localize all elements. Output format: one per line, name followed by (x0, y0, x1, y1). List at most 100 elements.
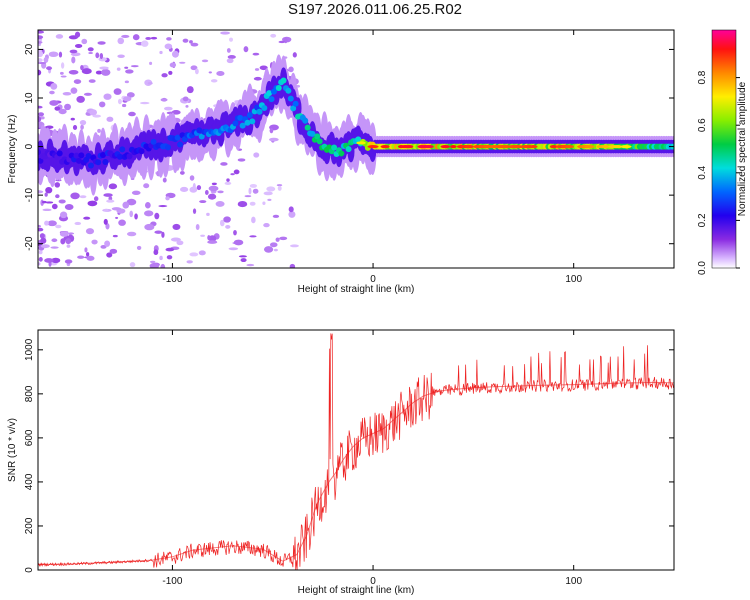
ridge-core (232, 120, 239, 127)
spectrogram-frame (37, 29, 675, 269)
colorbar-tick-label: 0.2 (697, 213, 708, 227)
snr-x-tick-label: -100 (162, 576, 182, 587)
noise-blob (263, 191, 273, 196)
noise-blob (233, 230, 237, 236)
noise-blob (70, 52, 81, 57)
noise-blob (170, 237, 181, 242)
noise-blob (74, 31, 81, 38)
noise-blob (71, 56, 76, 64)
noise-blob (79, 119, 87, 126)
noise-blob (144, 210, 154, 217)
noise-blob (288, 210, 296, 218)
noise-blob (277, 185, 282, 191)
colorbar-tick-label: 0.8 (697, 70, 708, 84)
noise-blob (38, 69, 42, 76)
noise-blob (233, 169, 240, 175)
noise-blob (149, 262, 160, 268)
noise-blob (68, 69, 79, 75)
snr-y-tick-label: 600 (24, 429, 35, 446)
noise-blob (186, 260, 193, 264)
noise-blob (50, 246, 59, 249)
noise-blob (64, 203, 74, 211)
noise-blob (172, 223, 181, 230)
noise-blob (38, 105, 43, 109)
spectrogram-y-tick-label: 10 (24, 92, 35, 104)
noise-blob (45, 186, 53, 194)
noise-blob (51, 203, 58, 210)
snr-y-axis-title: SNR (10 * v/v) (7, 418, 18, 482)
noise-blob (81, 68, 92, 75)
ridge-core (285, 87, 292, 94)
noise-blob (55, 194, 60, 199)
noise-blob (112, 234, 118, 238)
ridge-core (174, 134, 181, 141)
noise-blob (116, 67, 121, 71)
noise-blob (136, 245, 142, 251)
noise-blob (45, 125, 54, 129)
snr-x-axis-title: Height of straight line (km) (298, 585, 415, 596)
noise-blob (252, 188, 259, 194)
noise-blob (192, 182, 196, 190)
ridge-core (95, 159, 102, 166)
ridge-core (244, 119, 251, 126)
noise-blob (129, 262, 136, 268)
noise-blob (58, 199, 66, 204)
noise-blob (49, 100, 59, 106)
noise-blob (159, 255, 163, 261)
noise-blob (38, 190, 44, 194)
noise-blob (289, 263, 296, 268)
noise-blob (164, 106, 173, 111)
noise-blob (38, 262, 41, 266)
noise-blob (279, 236, 288, 241)
noise-blob (153, 249, 159, 256)
noise-blob (154, 212, 160, 220)
noise-blob (46, 66, 53, 71)
noise-blob (95, 70, 103, 75)
ridge-core (249, 118, 256, 125)
ridge-core (292, 100, 299, 107)
noise-blob (85, 252, 90, 257)
snr-trend-line (38, 381, 674, 565)
spectrogram-y-axis-title: Frequency (Hz) (7, 115, 18, 184)
noise-blob (204, 189, 209, 195)
ridge-core (116, 153, 123, 160)
snr-series-line (38, 333, 674, 570)
noise-blob (97, 128, 101, 133)
ridge-core (275, 85, 282, 92)
noise-blob (38, 58, 43, 63)
noise-blob (38, 50, 44, 58)
noise-blob (216, 71, 225, 76)
ridge-core (56, 150, 63, 157)
ridge-core (38, 157, 44, 164)
ridge-core (246, 112, 253, 119)
noise-blob (224, 181, 232, 186)
noise-blob (194, 68, 199, 75)
colorbar-tick-label: 0.6 (697, 118, 708, 132)
spectrogram-x-tick-label: 0 (370, 274, 376, 285)
ridge-core (280, 77, 287, 84)
snr-x-tick-label: 0 (370, 576, 376, 587)
noise-blob (169, 62, 177, 68)
noise-blob (254, 68, 260, 71)
noise-blob (38, 227, 44, 232)
chart-title: S197.2026.011.06.25.R02 (287, 1, 463, 18)
colorbar-label: Normalized spectral amplitude (737, 81, 748, 216)
noise-blob (128, 111, 136, 117)
noise-blob (130, 65, 139, 68)
noise-blob (104, 240, 111, 247)
noise-blob (51, 238, 58, 243)
noise-blob (190, 42, 199, 47)
snr-y-tick-label: 400 (24, 473, 35, 490)
ridge-core (290, 105, 297, 112)
noise-blob (230, 173, 235, 176)
ridge-peak (584, 144, 595, 149)
noise-blob (51, 257, 61, 264)
ridge-peak (613, 144, 623, 149)
noise-blob (117, 37, 125, 45)
spectrogram-y-tick-label: 20 (24, 43, 35, 55)
noise-blob (45, 201, 54, 204)
noise-blob (147, 82, 153, 85)
noise-blob (129, 210, 134, 218)
noise-blob (131, 190, 141, 196)
noise-blob (220, 162, 228, 166)
